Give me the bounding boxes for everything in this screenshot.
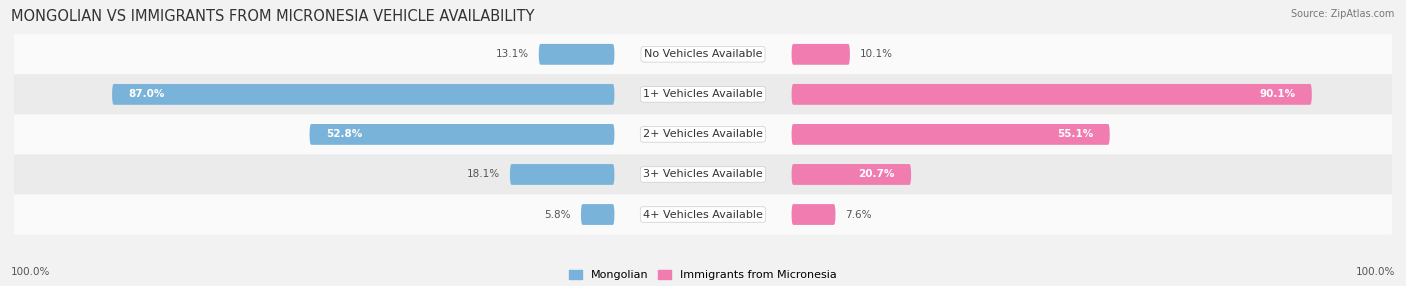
Text: 13.1%: 13.1% bbox=[496, 49, 529, 59]
FancyBboxPatch shape bbox=[112, 84, 614, 105]
Text: 7.6%: 7.6% bbox=[845, 210, 872, 219]
Text: 5.8%: 5.8% bbox=[544, 210, 571, 219]
FancyBboxPatch shape bbox=[581, 204, 614, 225]
FancyBboxPatch shape bbox=[14, 154, 1392, 194]
Text: 100.0%: 100.0% bbox=[1355, 267, 1395, 277]
Text: 90.1%: 90.1% bbox=[1260, 90, 1295, 99]
FancyBboxPatch shape bbox=[14, 74, 1392, 114]
Text: MONGOLIAN VS IMMIGRANTS FROM MICRONESIA VEHICLE AVAILABILITY: MONGOLIAN VS IMMIGRANTS FROM MICRONESIA … bbox=[11, 9, 534, 23]
Text: Source: ZipAtlas.com: Source: ZipAtlas.com bbox=[1291, 9, 1395, 19]
Legend: Mongolian, Immigrants from Micronesia: Mongolian, Immigrants from Micronesia bbox=[569, 270, 837, 281]
Text: 4+ Vehicles Available: 4+ Vehicles Available bbox=[643, 210, 763, 219]
FancyBboxPatch shape bbox=[510, 164, 614, 185]
Text: 20.7%: 20.7% bbox=[858, 170, 894, 179]
Text: 87.0%: 87.0% bbox=[128, 90, 165, 99]
Text: 10.1%: 10.1% bbox=[859, 49, 893, 59]
Text: 2+ Vehicles Available: 2+ Vehicles Available bbox=[643, 130, 763, 139]
Text: 3+ Vehicles Available: 3+ Vehicles Available bbox=[643, 170, 763, 179]
FancyBboxPatch shape bbox=[14, 34, 1392, 74]
FancyBboxPatch shape bbox=[14, 194, 1392, 235]
FancyBboxPatch shape bbox=[538, 44, 614, 65]
Text: 1+ Vehicles Available: 1+ Vehicles Available bbox=[643, 90, 763, 99]
Text: 52.8%: 52.8% bbox=[326, 130, 363, 139]
FancyBboxPatch shape bbox=[792, 164, 911, 185]
Text: 55.1%: 55.1% bbox=[1057, 130, 1094, 139]
FancyBboxPatch shape bbox=[14, 114, 1392, 154]
FancyBboxPatch shape bbox=[792, 44, 849, 65]
Text: No Vehicles Available: No Vehicles Available bbox=[644, 49, 762, 59]
Text: 18.1%: 18.1% bbox=[467, 170, 501, 179]
FancyBboxPatch shape bbox=[309, 124, 614, 145]
FancyBboxPatch shape bbox=[792, 84, 1312, 105]
Text: 100.0%: 100.0% bbox=[11, 267, 51, 277]
FancyBboxPatch shape bbox=[792, 204, 835, 225]
FancyBboxPatch shape bbox=[792, 124, 1109, 145]
